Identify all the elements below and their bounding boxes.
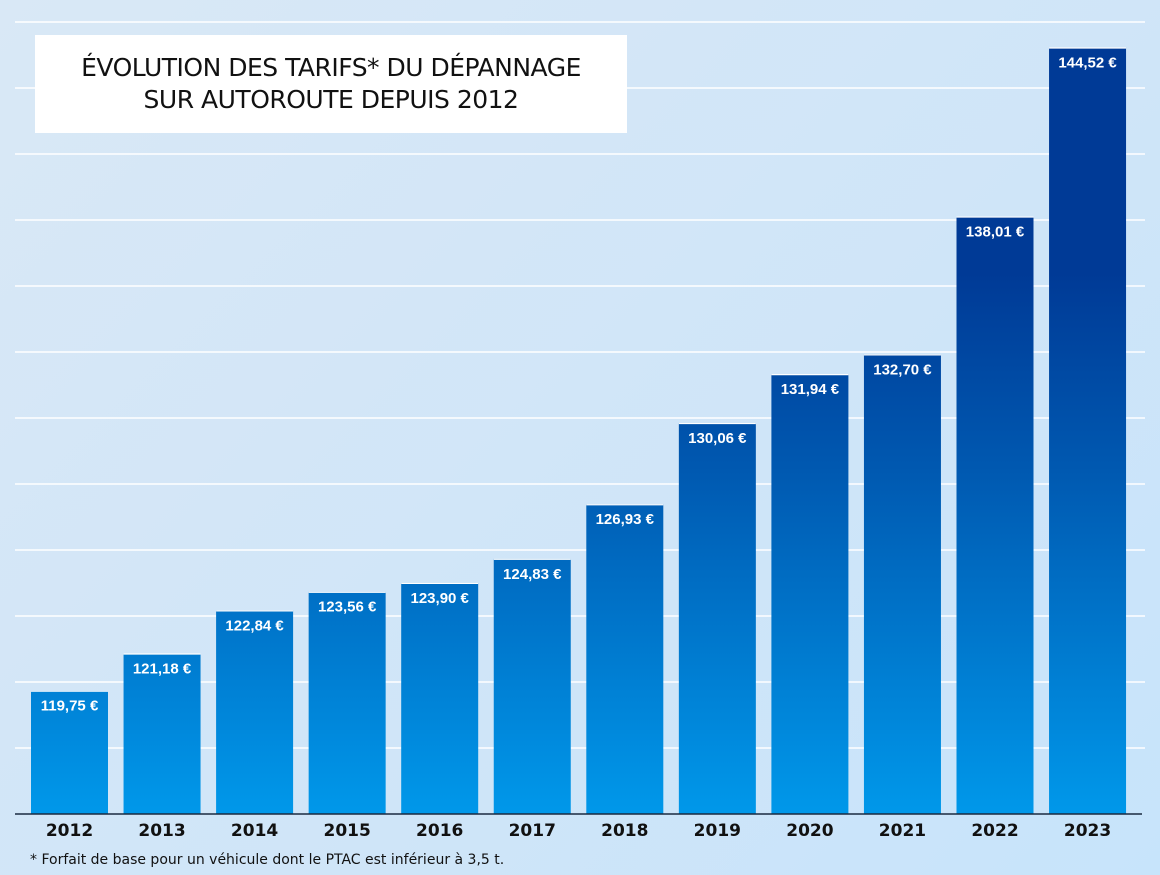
x-tick-labels: 2012 2013 2014 2015 2016 2017 2018 2019 2020 2021…: [46, 821, 1111, 841]
footnote: * Forfait de base pour un véhicule dont …: [30, 852, 505, 868]
bar-2017: [493, 558, 571, 814]
x-tick-label: 2016: [416, 821, 463, 841]
bar-2020: [771, 374, 849, 814]
bar-2012: [31, 690, 108, 814]
bar-2021: [863, 354, 941, 814]
bar-2013: [123, 653, 201, 814]
bar-2016: [401, 582, 479, 814]
bar-2023: [1049, 47, 1127, 814]
data-label: 123,56 €: [318, 599, 377, 616]
bar-2019: [678, 422, 756, 814]
x-tick-label: 2014: [231, 821, 278, 841]
x-tick-label: 2019: [694, 821, 741, 841]
chart-title: ÉVOLUTION DES TARIFS* DU DÉPANNAGE SUR A…: [35, 35, 627, 133]
x-tick-label: 2015: [323, 821, 370, 841]
bar-2014: [216, 610, 294, 814]
x-tick-label: 2020: [786, 821, 833, 841]
x-tick-label: 2017: [509, 821, 556, 841]
data-label: 123,90 €: [411, 590, 470, 607]
x-tick-label: 2022: [971, 821, 1018, 841]
data-label: 144,52 €: [1058, 55, 1117, 72]
data-label: 121,18 €: [133, 661, 192, 678]
title-line-1: ÉVOLUTION DES TARIFS* DU DÉPANNAGE: [81, 53, 581, 82]
bar-2018: [586, 504, 664, 814]
bar-2022: [956, 216, 1034, 814]
data-label: 124,83 €: [503, 566, 562, 583]
bar-2015: [308, 591, 386, 814]
data-label: 126,93 €: [596, 511, 655, 528]
x-tick-label: 2021: [879, 821, 926, 841]
title-line-2: SUR AUTOROUTE DEPUIS 2012: [143, 85, 519, 114]
data-label: 122,84 €: [225, 617, 284, 634]
data-label: 130,06 €: [688, 430, 747, 447]
data-label: 119,75 €: [41, 698, 99, 715]
x-tick-label: 2018: [601, 821, 648, 841]
x-tick-label: 2013: [138, 821, 185, 841]
data-label: 132,70 €: [873, 361, 932, 378]
bars: 119,75 € 121,18 € 122,84 € 123,56 € 123,90 €…: [31, 47, 1127, 814]
x-tick-label: 2023: [1064, 821, 1111, 841]
data-label: 131,94 €: [781, 381, 840, 398]
x-tick-label: 2012: [46, 821, 93, 841]
data-label: 138,01 €: [966, 224, 1025, 241]
